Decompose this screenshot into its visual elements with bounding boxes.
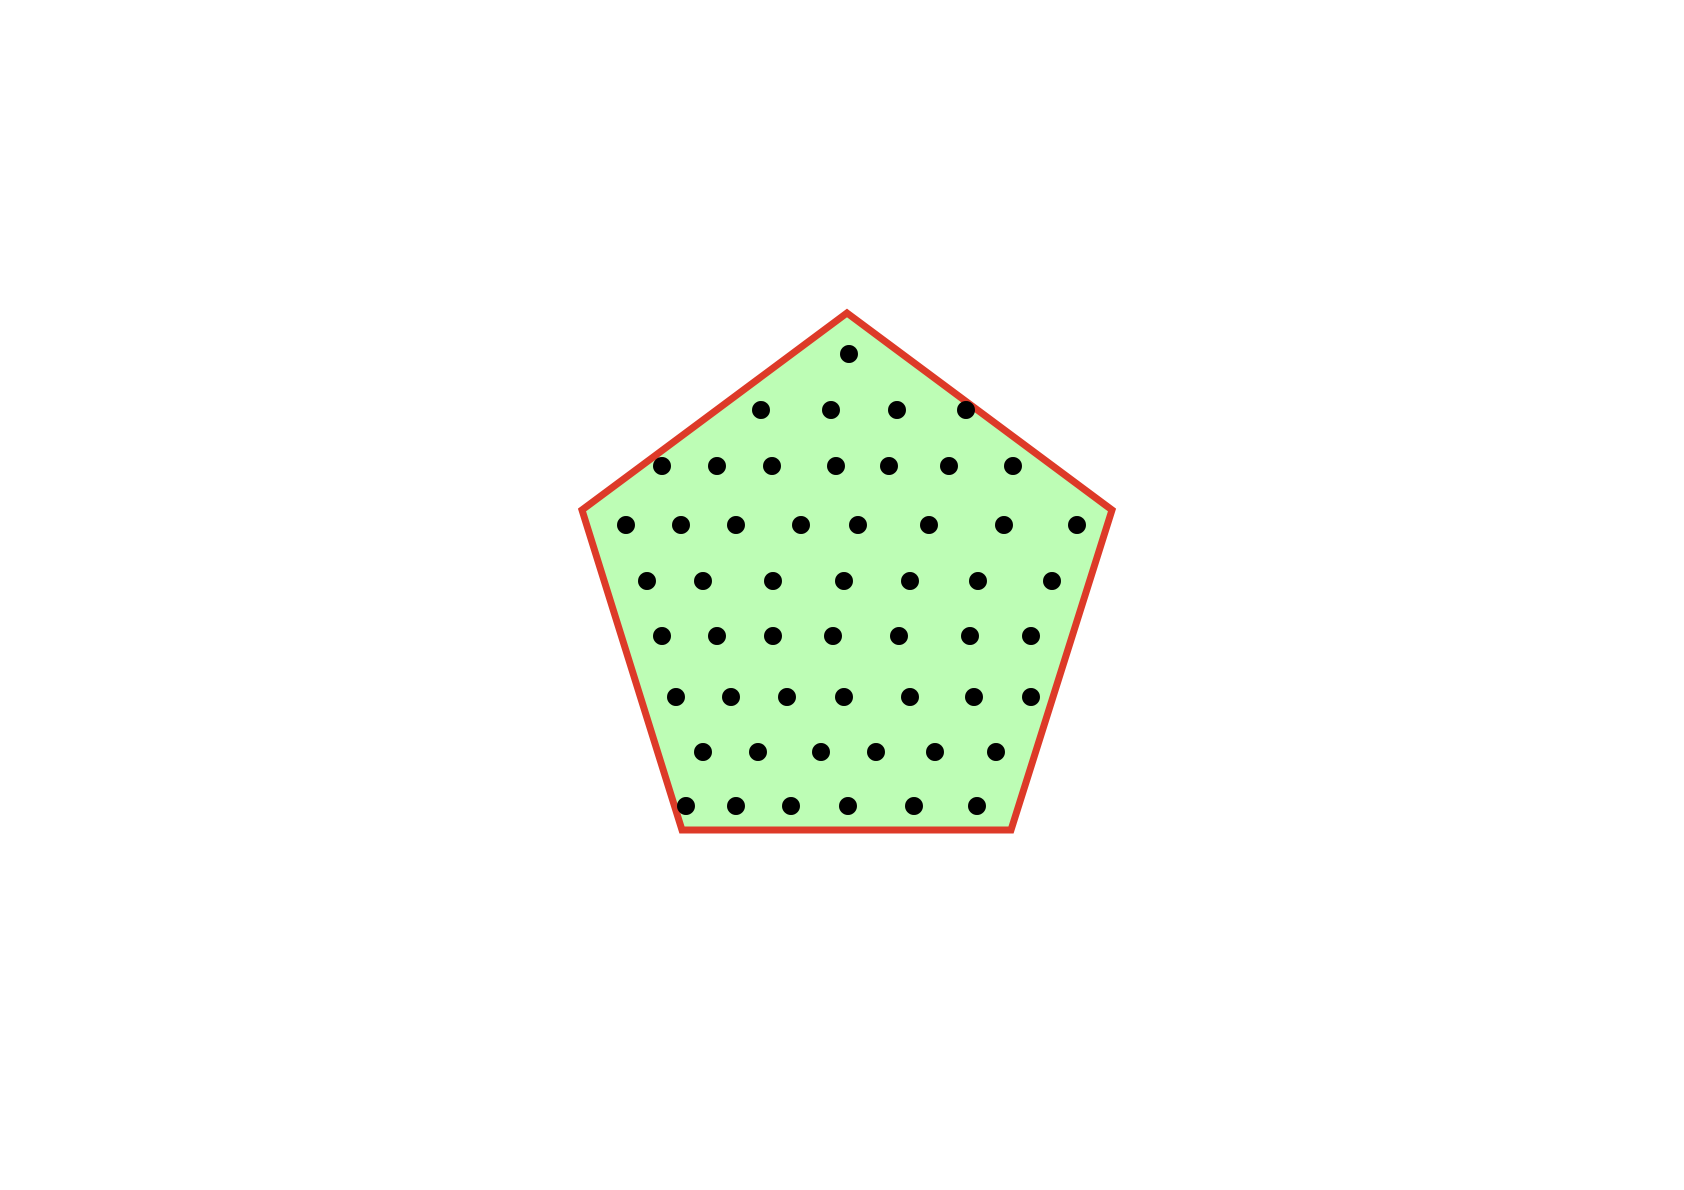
dot	[965, 688, 983, 706]
dot	[708, 627, 726, 645]
dot	[1022, 688, 1040, 706]
dot	[835, 572, 853, 590]
dot	[764, 572, 782, 590]
dot	[926, 743, 944, 761]
dot	[752, 401, 770, 419]
dot	[968, 797, 986, 815]
dot	[849, 516, 867, 534]
dot	[940, 457, 958, 475]
dot	[672, 516, 690, 534]
dot	[987, 743, 1005, 761]
dot	[969, 572, 987, 590]
dot	[901, 572, 919, 590]
dot	[812, 743, 830, 761]
dot	[694, 572, 712, 590]
dot	[677, 797, 695, 815]
dot	[867, 743, 885, 761]
dot-group	[617, 345, 1086, 815]
dot	[749, 743, 767, 761]
dot	[1068, 516, 1086, 534]
dot	[653, 627, 671, 645]
dot	[920, 516, 938, 534]
dot	[1004, 457, 1022, 475]
dot	[617, 516, 635, 534]
dot	[667, 688, 685, 706]
dot	[722, 688, 740, 706]
dot	[764, 627, 782, 645]
dot	[782, 797, 800, 815]
dot	[727, 516, 745, 534]
dot	[840, 345, 858, 363]
dot	[905, 797, 923, 815]
dot	[694, 743, 712, 761]
dot	[995, 516, 1013, 534]
dot	[763, 457, 781, 475]
dot	[824, 627, 842, 645]
dot	[1043, 572, 1061, 590]
dot	[653, 457, 671, 475]
pentagon-shape	[577, 308, 1117, 834]
dot	[708, 457, 726, 475]
dot	[822, 401, 840, 419]
dot	[835, 688, 853, 706]
dot	[827, 457, 845, 475]
dot	[638, 572, 656, 590]
dot	[890, 627, 908, 645]
dot	[961, 627, 979, 645]
dot	[880, 457, 898, 475]
dot	[839, 797, 857, 815]
dot	[957, 401, 975, 419]
dot	[1022, 627, 1040, 645]
dot	[792, 516, 810, 534]
dot	[888, 401, 906, 419]
dot	[901, 688, 919, 706]
dot	[778, 688, 796, 706]
dot	[727, 797, 745, 815]
